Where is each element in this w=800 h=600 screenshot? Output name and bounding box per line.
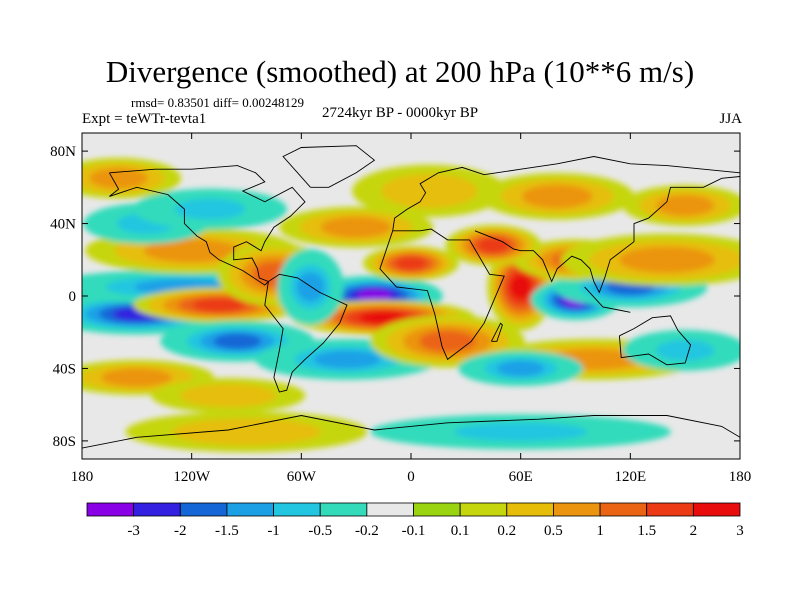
y-tick-label: 0 bbox=[69, 289, 77, 305]
field-contour bbox=[395, 256, 427, 271]
colorbar-label: -0.1 bbox=[402, 523, 426, 539]
field-contour bbox=[213, 333, 262, 350]
chart-title: Divergence (smoothed) at 200 hPa (10**6 … bbox=[105, 54, 695, 89]
field-contour bbox=[192, 298, 246, 313]
field-contour bbox=[521, 184, 593, 209]
y-tick-label: 80S bbox=[53, 434, 76, 450]
field-contour bbox=[357, 289, 392, 303]
colorbar-label: -0.2 bbox=[355, 523, 379, 539]
field-contour bbox=[313, 350, 381, 369]
colorbar-label: -0.5 bbox=[308, 523, 332, 539]
period-label: 2724kyr BP - 0000kyr BP bbox=[322, 105, 479, 121]
coastline bbox=[109, 165, 306, 286]
coastline bbox=[379, 228, 505, 361]
coastlines bbox=[82, 145, 740, 449]
field-contour bbox=[656, 194, 715, 216]
colorbar-swatch bbox=[319, 502, 368, 517]
field-contour bbox=[101, 368, 173, 387]
colorbar-swatch bbox=[459, 502, 508, 517]
colorbar-swatch bbox=[646, 502, 694, 517]
coastline bbox=[392, 156, 740, 231]
colorbar-label: 0.1 bbox=[451, 523, 470, 539]
x-tick-label: 0 bbox=[407, 469, 415, 485]
y-tick-label: 40N bbox=[50, 217, 76, 233]
stats-label: rmsd= 0.83501 diff= 0.00248129 bbox=[131, 95, 304, 110]
colorbar-swatch bbox=[273, 502, 321, 517]
x-tick-label: 180 bbox=[71, 469, 94, 485]
field-contour bbox=[180, 383, 277, 408]
colorbar-label: 1 bbox=[596, 523, 604, 539]
colorbar-swatch bbox=[413, 502, 461, 517]
axes: 180 120W 60W 0 60E 120E 180 80N 40N 0 40S 80S bbox=[50, 133, 751, 485]
colorbar-label: 1.5 bbox=[637, 523, 656, 539]
field-contour bbox=[359, 311, 408, 325]
x-tick-label: 180 bbox=[729, 469, 752, 485]
field-contour bbox=[296, 272, 325, 302]
field-contour bbox=[497, 360, 545, 377]
field-contour bbox=[619, 246, 715, 273]
x-tick-label: 60W bbox=[287, 469, 317, 485]
season-label: JJA bbox=[719, 111, 742, 127]
contour-field bbox=[82, 133, 740, 459]
field-contour bbox=[174, 198, 246, 220]
colorbar-swatch bbox=[506, 502, 554, 517]
coastline bbox=[474, 176, 740, 294]
x-tick-label: 120W bbox=[173, 469, 211, 485]
x-tick-label: 60E bbox=[509, 469, 533, 485]
field-contour bbox=[509, 274, 532, 300]
colorbar-label: 0.2 bbox=[497, 523, 516, 539]
coastline bbox=[584, 286, 631, 313]
colorbar-swatch bbox=[366, 502, 414, 517]
colorbar-label: 0.5 bbox=[544, 523, 563, 539]
colorbar-swatch bbox=[692, 502, 741, 517]
colorbar-label: 2 bbox=[690, 523, 698, 539]
colorbar-label: -1 bbox=[267, 523, 280, 539]
y-tick-label: 80N bbox=[50, 144, 76, 160]
coastline bbox=[82, 415, 740, 449]
x-tick-label: 120E bbox=[614, 469, 646, 485]
colorbar-swatch bbox=[226, 502, 274, 517]
colorbar-label: -2 bbox=[174, 523, 187, 539]
field-contour bbox=[320, 216, 392, 238]
field-contour bbox=[381, 174, 478, 208]
colorbar-swatch bbox=[599, 502, 648, 517]
field-contour bbox=[454, 422, 588, 442]
coastline bbox=[264, 273, 348, 393]
coastline bbox=[282, 145, 376, 188]
y-tick-label: 40S bbox=[53, 361, 76, 377]
field-contour bbox=[656, 339, 715, 361]
colorbar-swatch bbox=[179, 502, 228, 517]
colorbar: -3 -2 -1.5 -1 -0.5 -0.2 -0.1 0.1 0.2 0.5 1 1.5 2 3 bbox=[86, 502, 744, 539]
field-contour bbox=[419, 330, 476, 353]
colorbar-swatch bbox=[553, 502, 601, 517]
colorbar-label: 3 bbox=[736, 523, 744, 539]
field-contour bbox=[172, 418, 321, 446]
field-contour bbox=[477, 237, 510, 254]
colorbar-label: -1.5 bbox=[215, 523, 239, 539]
colorbar-swatch bbox=[86, 502, 135, 517]
field-contour bbox=[89, 167, 148, 189]
coastline bbox=[490, 322, 503, 342]
coastline bbox=[618, 315, 692, 366]
colorbar-swatch bbox=[133, 502, 181, 517]
colorbar-label: -3 bbox=[127, 523, 140, 539]
experiment-label: Expt = teWTr-tevta1 bbox=[82, 111, 207, 127]
